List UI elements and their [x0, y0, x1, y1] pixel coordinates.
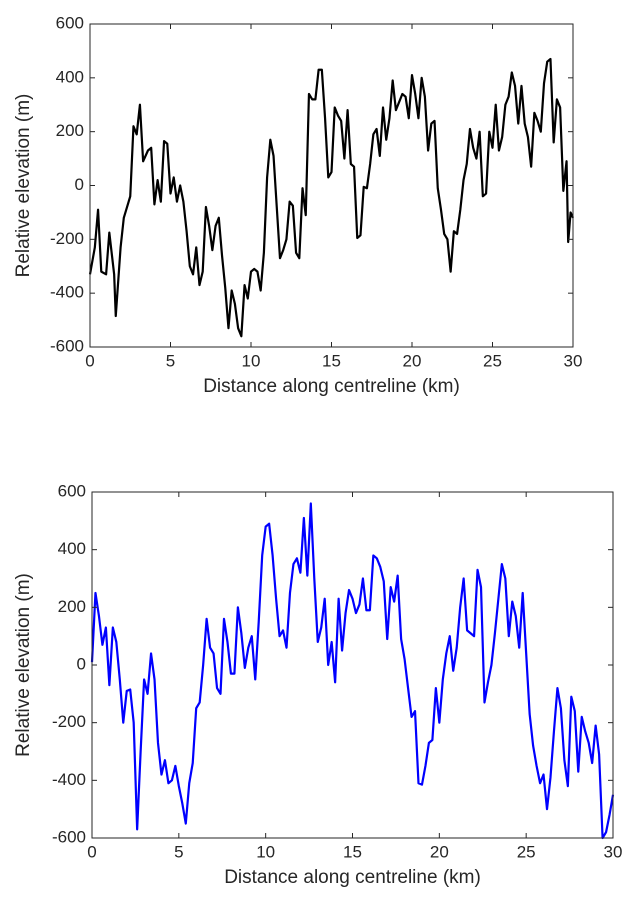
y-tick-label: -400 — [52, 770, 86, 789]
elevation-line — [90, 502, 615, 840]
x-tick-label: 20 — [403, 351, 422, 370]
x-axis-label: Distance along centreline (km) — [224, 867, 481, 888]
x-tick-label: 15 — [343, 842, 362, 861]
x-tick-label: 15 — [322, 351, 341, 370]
x-tick-label: 5 — [166, 351, 175, 370]
y-tick-label: 200 — [56, 121, 84, 140]
x-tick-label: 30 — [564, 351, 583, 370]
y-tick-label: 600 — [56, 13, 84, 32]
x-tick-label: 10 — [242, 351, 261, 370]
axes-frame — [91, 491, 614, 839]
x-tick-label: 0 — [85, 351, 94, 370]
y-tick-label: 600 — [58, 481, 86, 500]
y-tick-label: -400 — [50, 283, 84, 302]
x-tick-label: 10 — [256, 842, 275, 861]
x-axis-label: Distance along centreline (km) — [203, 376, 460, 397]
y-axis-label: Relative elevation (m) — [13, 573, 34, 757]
x-tick-label: 30 — [604, 842, 623, 861]
y-tick-label: 200 — [58, 597, 86, 616]
y-tick-label: -200 — [52, 712, 86, 731]
y-tick-label: 400 — [56, 67, 84, 86]
y-tick-label: -600 — [52, 827, 86, 846]
x-tick-label: 25 — [483, 351, 502, 370]
x-tick-label: 0 — [87, 842, 96, 861]
y-tick-label: 0 — [77, 654, 86, 673]
y-axis-label: Relative elevation (m) — [13, 94, 34, 278]
x-tick-label: 25 — [517, 842, 536, 861]
y-tick-label: 0 — [75, 175, 84, 194]
y-tick-label: -200 — [50, 229, 84, 248]
x-tick-label: 5 — [174, 842, 183, 861]
x-tick-label: 20 — [430, 842, 449, 861]
y-tick-label: -600 — [50, 336, 84, 355]
elevation-line — [88, 57, 575, 338]
y-tick-label: 400 — [58, 539, 86, 558]
